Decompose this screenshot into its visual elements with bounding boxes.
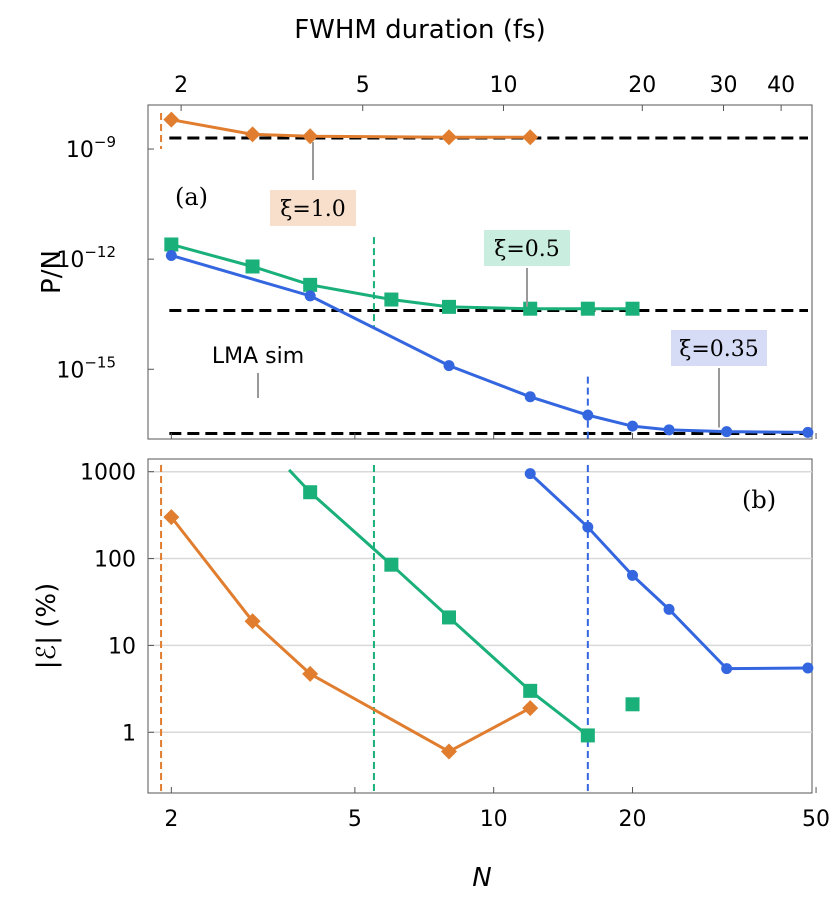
data-point — [580, 301, 595, 316]
panel-a-label: (a) — [175, 183, 208, 211]
bottom-tick-label: 10 — [480, 807, 508, 832]
series-line — [170, 243, 633, 311]
data-point — [721, 426, 733, 438]
data-point — [164, 237, 179, 252]
data-point — [523, 301, 538, 316]
bottom-tick-label: 50 — [802, 807, 830, 832]
data-point — [802, 426, 814, 438]
data-point — [302, 128, 319, 145]
panel-a-lma-lines — [169, 136, 808, 435]
data-point — [303, 485, 318, 500]
data-point — [524, 391, 536, 403]
top-tick-label: 20 — [628, 73, 656, 98]
series-line — [170, 516, 531, 754]
callout-background — [671, 330, 767, 366]
series-line — [287, 468, 589, 737]
data-point — [441, 743, 458, 760]
data-point — [163, 111, 180, 128]
panel-a: 10−9 10−12 10−15 ξ=1.0 ξ=0.5 ξ=0.35 LMA sim (… — [37, 104, 814, 440]
bottom-tick-label: 2 — [164, 807, 178, 832]
data-point — [245, 259, 260, 274]
data-point — [163, 509, 180, 526]
data-point — [663, 424, 675, 436]
top-tick-label: 2 — [174, 73, 188, 98]
top-tick-label: 30 — [710, 73, 738, 98]
data-point — [625, 301, 640, 316]
panel-b-y-ticks: 1 10 100 1000 — [80, 461, 154, 746]
data-point — [443, 360, 455, 372]
panel-a-callouts: ξ=1.0 ξ=0.5 ξ=0.35 LMA sim — [212, 142, 767, 428]
panel-b-gridlines — [148, 470, 812, 734]
data-point — [522, 129, 539, 146]
data-point — [441, 129, 458, 146]
data-point — [384, 557, 399, 572]
callout-background — [484, 230, 570, 266]
bottom-tick-label: 20 — [619, 807, 647, 832]
series-line — [529, 472, 808, 671]
panel-a-y-tick-label: 10−12 — [56, 243, 116, 273]
panel-b-series — [163, 468, 814, 760]
panel-a-y-tick-label: 10−15 — [56, 353, 116, 383]
data-point — [627, 569, 639, 581]
panel-a-critical-lines — [160, 113, 589, 439]
panel-b: 1 10 100 1000 (b) |ℰ| (%) — [32, 458, 814, 794]
callout-label: ξ=1.0 — [280, 197, 346, 222]
panel-b-y-tick-label: 10 — [108, 634, 136, 659]
bottom-axis-label: N — [472, 863, 491, 893]
data-point — [304, 290, 316, 302]
top-tick-label: 10 — [489, 73, 517, 98]
data-point — [582, 409, 594, 421]
series-line — [171, 118, 531, 139]
callout-label: ξ=0.35 — [679, 337, 759, 362]
top-tick-label: 5 — [356, 73, 370, 98]
data-point — [442, 610, 457, 625]
panel-b-label: (b) — [742, 486, 776, 514]
lma-sim-label: LMA sim — [212, 344, 304, 369]
data-point — [580, 728, 595, 743]
panel-b-frame — [147, 458, 813, 794]
data-point — [442, 299, 457, 314]
data-point — [625, 697, 640, 712]
callout-background — [270, 190, 356, 226]
data-point — [627, 420, 639, 432]
panel-b-y-tick-label: 100 — [94, 548, 136, 573]
callout-label: ξ=0.5 — [494, 237, 560, 262]
top-tick-label: 40 — [767, 73, 795, 98]
data-point — [165, 249, 177, 261]
panel-a-y-axis-label: P/N — [37, 250, 67, 294]
panel-b-y-axis-label: |ℰ| (%) — [32, 583, 62, 670]
top-axis-label: FWHM duration (fs) — [294, 15, 546, 45]
panel-b-y-tick-label: 1 — [122, 721, 136, 746]
bottom-axis: 2 5 10 20 50 — [164, 433, 830, 832]
data-point — [582, 521, 594, 533]
data-point — [522, 700, 539, 717]
panel-a-series — [163, 111, 814, 438]
data-point — [523, 683, 538, 698]
data-point — [244, 126, 261, 143]
panel-a-y-tick-label: 10−9 — [66, 133, 116, 163]
bottom-tick-label: 5 — [348, 807, 362, 832]
panel-b-y-tick-label: 1000 — [80, 461, 136, 486]
data-point — [663, 603, 675, 615]
panel-a-y-ticks: 10−9 10−12 10−15 — [56, 133, 154, 383]
data-point — [721, 663, 733, 675]
data-point — [524, 468, 536, 480]
panel-b-critical-lines — [160, 465, 589, 793]
data-point — [302, 665, 319, 682]
data-point — [244, 613, 261, 630]
data-point — [303, 277, 318, 292]
top-axis: 2 5 10 20 30 40 — [174, 73, 795, 111]
data-point — [802, 662, 814, 674]
data-point — [384, 292, 399, 307]
panel-a-frame — [147, 104, 813, 440]
